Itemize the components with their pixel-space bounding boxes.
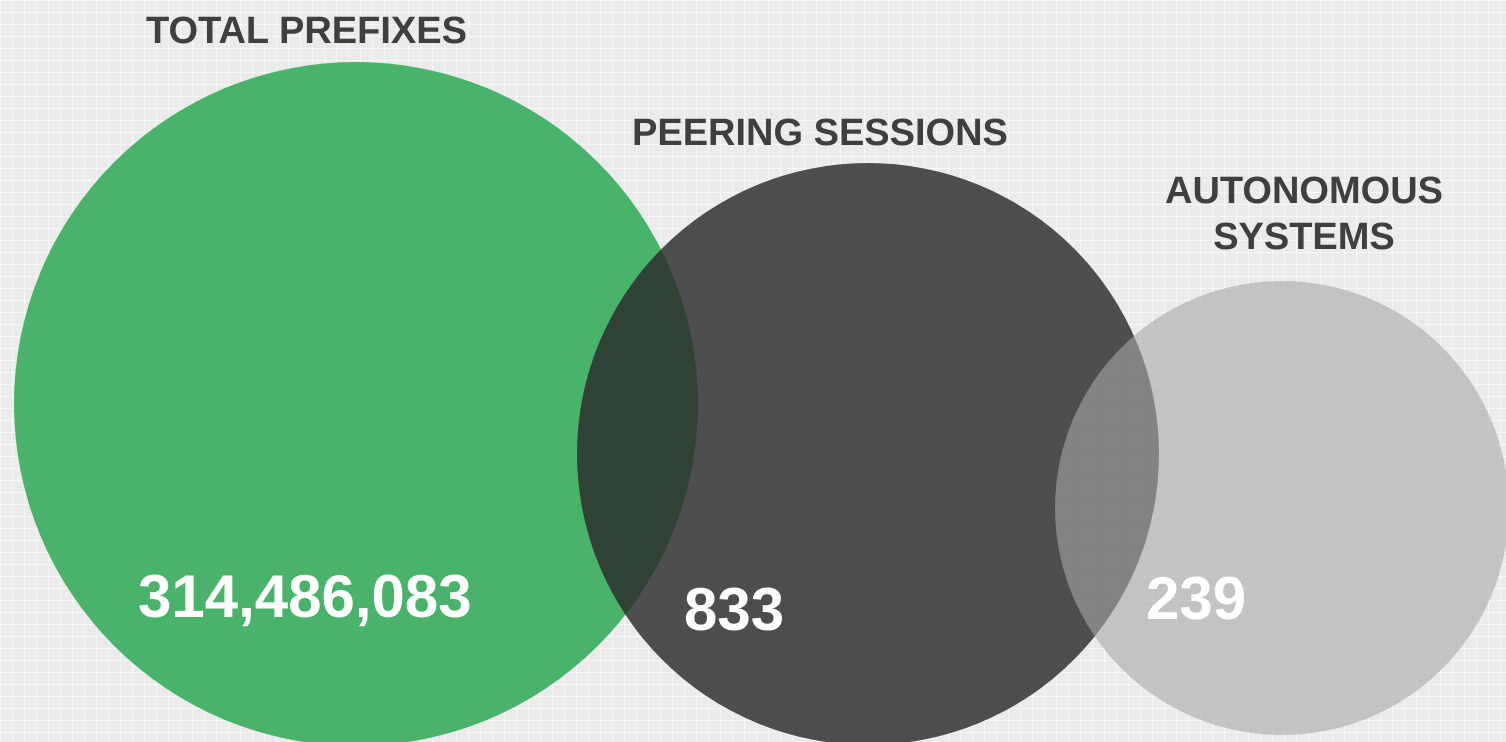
heading-line: SYSTEMS: [1213, 216, 1395, 258]
value-peering-sessions: 833: [684, 576, 785, 643]
heading-line: PEERING SESSIONS: [632, 112, 1008, 154]
heading-line: AUTONOMOUS: [1165, 170, 1443, 212]
value-autonomous-systems: 239: [1146, 565, 1247, 632]
heading-total-prefixes: TOTAL PREFIXES: [146, 8, 467, 54]
heading-peering-sessions: PEERING SESSIONS: [632, 110, 1008, 156]
heading-line: TOTAL PREFIXES: [146, 10, 467, 52]
heading-autonomous-systems: AUTONOMOUS SYSTEMS: [1124, 168, 1484, 260]
circle-total-prefixes: [14, 62, 698, 742]
circle-autonomous-systems: [1055, 281, 1506, 735]
value-total-prefixes: 314,486,083: [138, 563, 472, 630]
circle-peering-sessions: [577, 163, 1159, 742]
